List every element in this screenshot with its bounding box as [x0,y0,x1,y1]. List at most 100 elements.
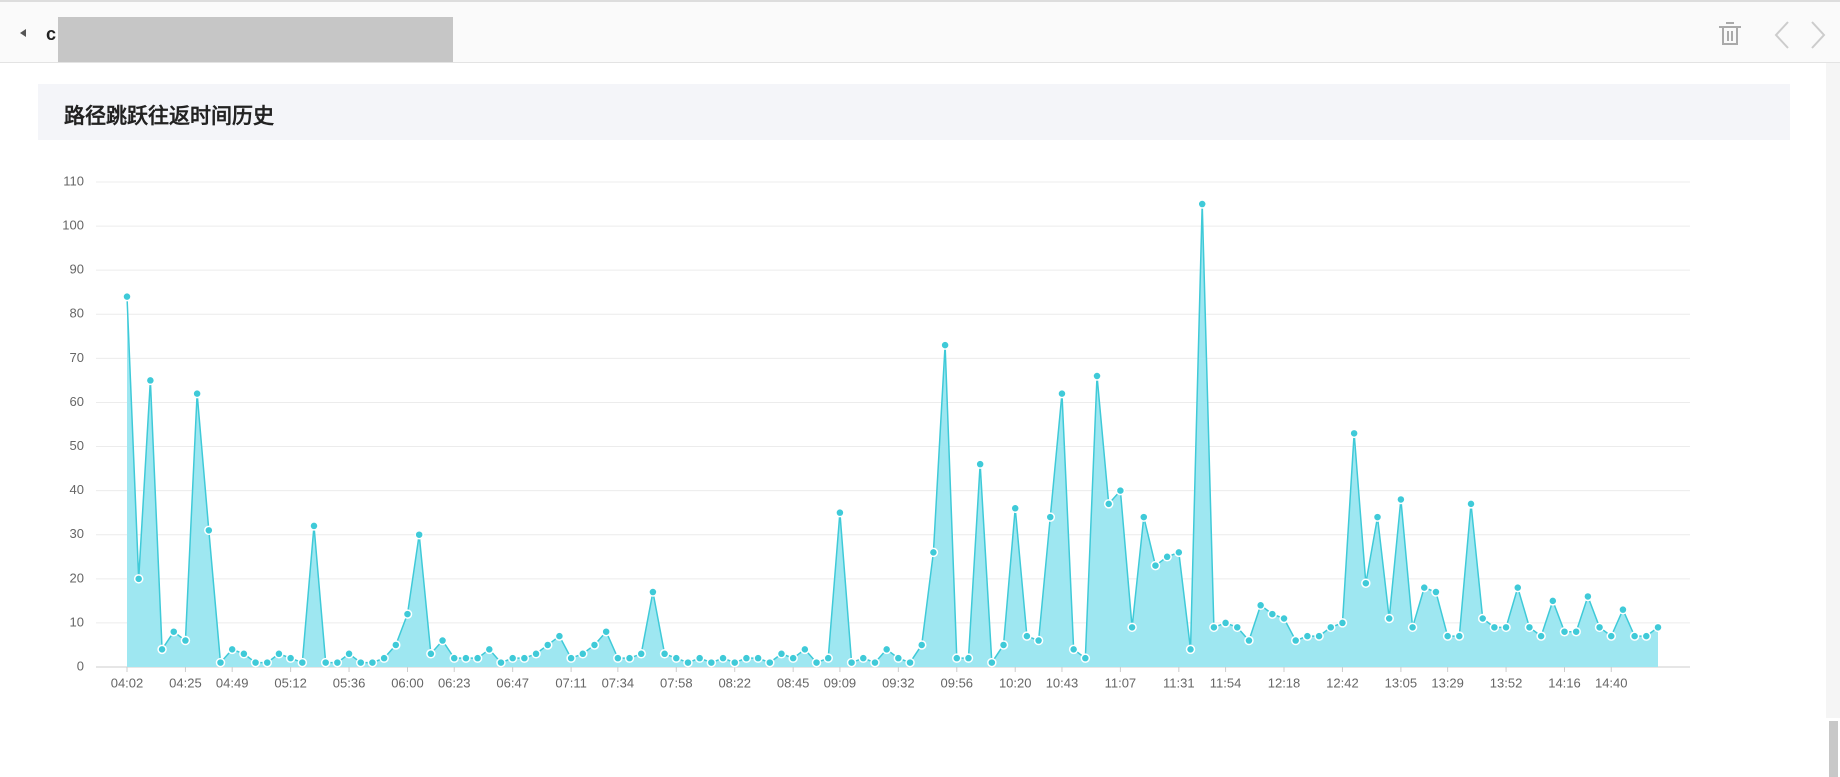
point [753,653,763,663]
y-tick-label: 50 [70,438,84,453]
point [1302,631,1313,641]
point [1255,600,1266,611]
point [706,657,717,668]
point [1115,485,1126,496]
point [1442,631,1453,641]
x-tick-label: 12:42 [1326,675,1359,690]
delete-button[interactable] [1719,22,1741,45]
point [344,649,354,659]
point [694,653,705,663]
point [1045,512,1056,522]
x-tick-label: 09:56 [941,675,974,690]
point [729,657,740,668]
x-tick-label: 13:29 [1431,675,1464,690]
point [215,657,226,668]
point [449,653,459,663]
x-tick-label: 14:16 [1548,675,1581,690]
toolbar: c [0,0,1840,63]
x-tick-label: 07:11 [555,675,587,690]
point [461,653,471,663]
point [1103,499,1114,509]
point [227,644,237,655]
point [531,649,541,659]
scroll-thumb[interactable] [1829,721,1838,777]
point [765,657,775,668]
point [1033,635,1044,646]
point [145,375,156,386]
point [1583,591,1593,602]
y-tick-label: 60 [70,394,84,409]
point [1162,552,1172,562]
x-tick-label: 13:05 [1385,675,1418,690]
point [998,640,1009,650]
scrollbar[interactable] [1826,63,1840,777]
point [519,653,530,663]
x-tick-label: 05:12 [274,675,307,690]
point [367,657,378,668]
point [671,653,682,663]
point [776,649,787,659]
point [963,653,974,663]
x-tick-label: 04:02 [111,675,144,690]
y-tick-label: 0 [77,658,84,673]
x-tick-label: 04:25 [169,675,202,690]
point [507,653,518,663]
point [788,653,798,663]
x-tick-label: 14:40 [1595,675,1628,690]
x-tick-label: 11:07 [1105,675,1137,690]
point [1524,622,1535,633]
x-tick-label: 09:32 [882,675,915,690]
point [952,653,962,663]
point [1057,388,1067,399]
point [1489,622,1500,633]
point [309,521,319,531]
point [484,644,495,655]
point [613,653,623,663]
next-button[interactable] [1811,21,1826,49]
x-tick-label: 08:45 [777,675,810,690]
point [180,635,191,646]
point [1209,622,1219,633]
panel-header: 路径跳跃往返时间历史 [38,84,1790,140]
x-tick-label: 12:18 [1268,675,1301,690]
point [659,649,670,659]
y-tick-label: 70 [70,350,84,365]
point [940,340,950,350]
point [823,653,833,663]
point [624,653,635,663]
x-tick-label: 10:20 [999,675,1032,690]
point [1220,618,1231,628]
point [975,459,985,469]
point [601,626,611,637]
point [1629,631,1640,641]
point [1501,622,1511,633]
x-tick-label: 08:22 [718,675,751,690]
point [835,507,845,518]
point [1571,626,1581,637]
point [1454,631,1465,641]
point [578,649,588,659]
point [204,525,214,536]
prev-button[interactable] [1774,21,1789,49]
point [472,653,483,663]
point [928,547,939,558]
point [870,657,880,668]
point [1197,199,1207,209]
point [262,657,272,668]
y-tick-label: 110 [63,173,84,188]
redacted-area [58,17,453,62]
point [1548,596,1558,606]
point [168,626,179,637]
x-tick-label: 11:54 [1210,675,1242,690]
point [1290,635,1301,646]
point [1150,560,1161,571]
y-tick-label: 100 [62,218,84,233]
point [1653,622,1663,633]
point [905,657,915,668]
x-tick-label: 04:49 [216,675,249,690]
point [589,640,600,650]
point [1606,631,1617,641]
point [437,635,448,646]
point [648,587,658,597]
back-button[interactable] [20,29,26,37]
